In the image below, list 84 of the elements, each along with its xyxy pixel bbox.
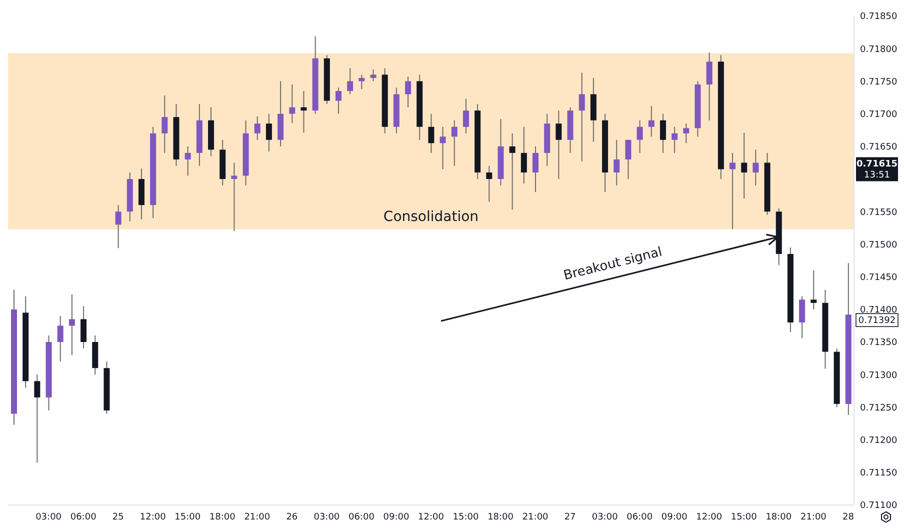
candlestick xyxy=(799,296,806,339)
x-tick-label: 28 xyxy=(842,512,854,522)
x-tick-label: 21:00 xyxy=(800,512,827,522)
y-tick-label: 0.71350 xyxy=(860,338,898,348)
candlestick xyxy=(68,294,75,356)
x-tick-label: 27 xyxy=(564,512,576,522)
y-tick-label: 0.71300 xyxy=(860,370,898,381)
candlestick xyxy=(440,126,446,170)
y-tick-label: 0.71150 xyxy=(860,468,898,479)
x-tick-label: 26 xyxy=(286,512,298,522)
x-tick-label: 25 xyxy=(112,512,124,522)
candlestick xyxy=(648,105,654,138)
candlestick xyxy=(532,146,539,193)
x-tick-label: 21:00 xyxy=(522,512,549,522)
candlestick xyxy=(810,270,817,310)
x-tick-label: 21:00 xyxy=(244,512,270,522)
y-tick-label: 0.71800 xyxy=(860,44,898,55)
candlestick xyxy=(752,149,759,186)
x-tick-label: 03:00 xyxy=(592,512,618,522)
x-tick-label: 03:00 xyxy=(314,512,340,522)
x-tick-label: 03:00 xyxy=(36,512,62,522)
candlestick xyxy=(347,68,354,95)
candlestick xyxy=(231,162,238,232)
candlestick xyxy=(636,120,643,154)
x-tick-label: 09:00 xyxy=(661,512,688,522)
candlestick xyxy=(184,146,191,176)
candlestick xyxy=(451,120,458,166)
x-tick-label: 15:00 xyxy=(452,512,480,522)
x-tick-label: 09:00 xyxy=(383,512,410,522)
candlestick xyxy=(57,315,64,362)
candlestick xyxy=(486,165,492,202)
candlestick xyxy=(683,123,690,144)
candlestick xyxy=(300,90,307,134)
annotation: 0.71392 xyxy=(858,316,896,326)
candlestick xyxy=(509,132,516,210)
candlestick xyxy=(335,87,342,114)
candlestick xyxy=(266,113,272,152)
candlestick xyxy=(730,152,736,230)
candlestick xyxy=(358,74,365,90)
x-tick-label: 18:00 xyxy=(488,512,514,522)
candlestick xyxy=(115,204,122,249)
y-tick-label: 0.71500 xyxy=(860,240,898,250)
y-tick-label: 0.71100 xyxy=(860,501,898,512)
band-label: Consolidation xyxy=(383,209,479,226)
y-tick-label: 0.71250 xyxy=(860,403,898,414)
candlestick xyxy=(80,306,87,350)
x-tick-label: 18:00 xyxy=(766,512,792,522)
candlestick xyxy=(672,126,678,154)
candlestick xyxy=(370,68,376,82)
y-tick-label: 0.71550 xyxy=(860,208,898,218)
candlestick xyxy=(254,116,260,140)
y-tick-label: 0.71750 xyxy=(860,77,898,88)
candlestick xyxy=(520,126,527,184)
candlestick xyxy=(614,139,620,186)
candlestick xyxy=(462,98,469,134)
candlestick xyxy=(289,84,296,124)
x-tick-label: 12:00 xyxy=(140,512,166,522)
y-tick-label: 0.71200 xyxy=(860,436,898,446)
x-tick-label: 15:00 xyxy=(730,512,758,522)
y-tick-label: 0.71450 xyxy=(860,272,898,283)
candlestick xyxy=(706,52,712,121)
candlestick xyxy=(162,95,168,154)
candlestick xyxy=(660,113,666,154)
annotation: Breakout signal xyxy=(562,244,664,284)
y-tick-label: 0.71850 xyxy=(860,12,898,22)
candlestick xyxy=(578,72,585,162)
x-tick-label: 15:00 xyxy=(174,512,201,522)
x-tick-label: 12:00 xyxy=(418,512,444,522)
x-tick-label: 06:00 xyxy=(626,512,653,522)
candlestick xyxy=(428,113,434,154)
y-tick-label: 0.71650 xyxy=(860,142,898,153)
candlestick xyxy=(34,374,40,464)
candlestick xyxy=(741,132,748,200)
candlestick xyxy=(625,139,632,180)
x-tick-label: 18:00 xyxy=(209,512,236,522)
x-tick-label: 06:00 xyxy=(70,512,97,522)
y-tick-label: 0.71700 xyxy=(860,110,898,120)
y-tick-label: 0.71400 xyxy=(860,306,898,316)
candlestick xyxy=(556,110,562,180)
candlestick xyxy=(405,76,412,108)
x-tick-label: 12:00 xyxy=(696,512,722,522)
text: 13:51 xyxy=(864,170,890,181)
x-tick-label: 06:00 xyxy=(348,512,375,522)
text: 0.71615 xyxy=(856,160,898,170)
